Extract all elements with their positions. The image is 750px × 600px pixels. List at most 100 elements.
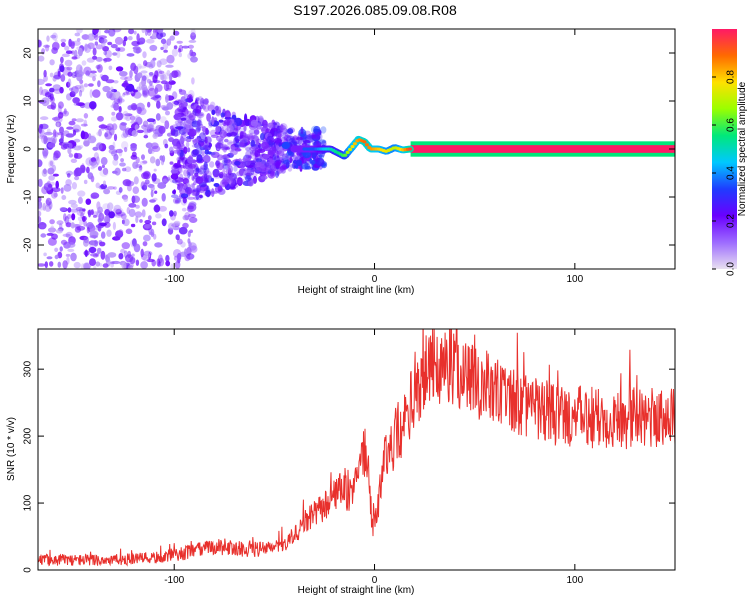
heatmap-cell	[180, 241, 186, 248]
chart-title: S197.2026.085.09.08.R08	[293, 2, 457, 18]
heatmap-cell	[46, 35, 50, 42]
heatmap-cell	[155, 113, 161, 121]
heatmap-cell	[119, 71, 128, 77]
heatmap-cell	[262, 119, 268, 128]
heatmap-cell	[120, 133, 128, 139]
heatmap-cell	[47, 237, 57, 246]
heatmap-cell	[138, 168, 143, 172]
heatmap-cell	[142, 89, 150, 97]
heatmap-cell	[156, 31, 164, 40]
heatmap-cell	[215, 159, 221, 169]
heatmap-cell	[211, 109, 216, 116]
heatmap-cell	[75, 118, 84, 123]
heatmap-cell	[133, 243, 141, 253]
heatmap-cell	[94, 41, 99, 46]
heatmap-cell	[300, 126, 304, 135]
heatmap-cell	[135, 204, 140, 209]
heatmap-cell	[176, 145, 180, 154]
heatmap-cell	[96, 131, 102, 136]
heatmap-cell	[131, 40, 140, 47]
heatmap-cell	[55, 228, 63, 234]
heatmap-cell	[137, 63, 142, 70]
heatmap-cell	[157, 182, 167, 189]
heatmap-cell	[237, 177, 241, 182]
heatmap-cell	[110, 86, 114, 94]
heatmap-cell	[187, 202, 197, 212]
heatmap-cell	[177, 48, 182, 53]
heatmap-cell	[67, 71, 73, 77]
heatmap-cell	[103, 58, 108, 64]
heatmap-cell	[147, 147, 153, 155]
heatmap-cell	[293, 154, 300, 161]
heatmap-cell	[88, 246, 97, 254]
heatmap-cell	[204, 145, 208, 151]
y-tick-label: 200	[23, 427, 34, 444]
heatmap-cell	[152, 57, 157, 61]
heatmap-cell	[187, 205, 195, 210]
heatmap-cell	[203, 144, 211, 151]
heatmap-cell	[249, 160, 257, 165]
heatmap-cell	[143, 234, 151, 242]
heatmap-cell	[272, 153, 276, 161]
heatmap-cell	[73, 152, 79, 159]
heatmap-cell	[49, 59, 55, 66]
heatmap-cell	[245, 150, 252, 159]
heatmap-cell	[65, 133, 75, 138]
heatmap-cell	[198, 188, 205, 194]
heatmap-cell	[45, 44, 50, 52]
heatmap-cell	[87, 33, 95, 41]
heatmap-cell	[255, 161, 263, 171]
heatmap-cell	[133, 65, 139, 75]
heatmap-cell	[139, 165, 143, 171]
colorbar-tick-label: 0.4	[726, 166, 737, 180]
heatmap-cell	[79, 164, 86, 174]
x-tick-label: 100	[566, 274, 583, 285]
heatmap-cell	[92, 47, 97, 56]
heatmap-cell	[73, 145, 82, 151]
heatmap-cell	[209, 101, 216, 111]
heatmap-cell	[226, 124, 234, 133]
heatmap-cell	[234, 148, 242, 152]
snr-frame	[37, 328, 676, 571]
heatmap-cell	[67, 78, 72, 88]
heatmap-cell	[62, 233, 71, 237]
heatmap-cell	[40, 233, 47, 238]
heatmap-cell	[148, 128, 157, 132]
heatmap-cell	[141, 197, 148, 207]
heatmap-cell	[92, 29, 99, 35]
heatmap-cell	[165, 110, 170, 116]
y-tick-label: 300	[23, 360, 34, 377]
heatmap-cell	[60, 56, 64, 64]
heatmap-cell	[218, 119, 224, 123]
heatmap-cell	[115, 208, 122, 215]
heatmap-cell	[48, 159, 55, 169]
heatmap-cell	[179, 138, 184, 144]
heatmap-cell	[112, 100, 118, 109]
heatmap-cell	[181, 45, 190, 49]
heatmap-cell	[146, 258, 155, 263]
heatmap-cell	[199, 97, 205, 107]
heatmap-cell	[59, 246, 63, 252]
heatmap-cell	[171, 129, 181, 137]
colorbar-ticks: 0.0 0.2 0.4 0.6 0.8	[712, 70, 737, 276]
heatmap-cell	[178, 157, 184, 162]
heatmap-cell	[50, 190, 58, 199]
snr-xlabel: Height of straight line (km)	[298, 585, 415, 596]
heatmap-cell	[73, 138, 81, 143]
heatmap-cell	[186, 196, 195, 200]
heatmap-cell	[184, 254, 191, 262]
heatmap-cell	[244, 113, 248, 123]
heatmap-cell	[86, 222, 94, 230]
heatmap-cell	[49, 219, 55, 225]
heatmap-cell	[262, 125, 270, 129]
heatmap-cell	[99, 169, 109, 177]
heatmap-cell	[149, 156, 156, 164]
heatmap-cell	[39, 86, 43, 96]
heatmap-cell	[121, 262, 127, 269]
heatmap-cell	[279, 153, 289, 162]
heatmap-cell	[183, 146, 188, 154]
heatmap-cell	[45, 197, 52, 206]
heatmap-cell	[187, 44, 194, 49]
heatmap-cell	[124, 127, 132, 135]
